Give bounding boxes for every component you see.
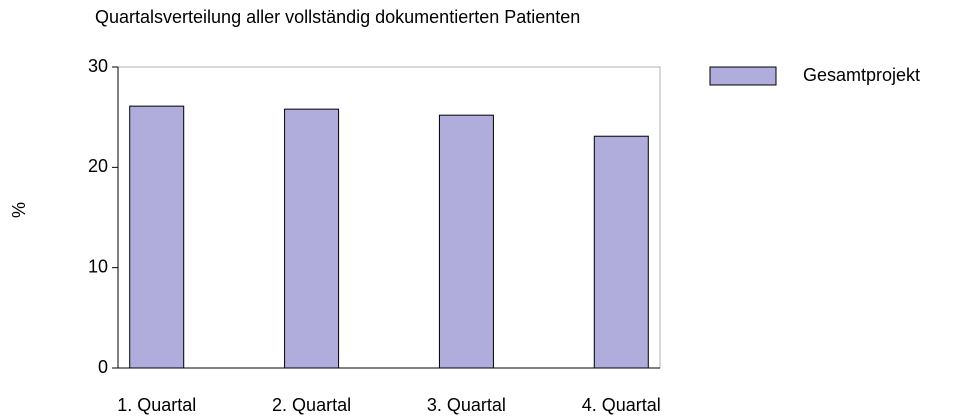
bar <box>593 135 649 369</box>
x-tick-label: 3. Quartal <box>427 395 506 415</box>
x-tick-label: 4. Quartal <box>582 395 661 415</box>
legend-swatch <box>709 66 777 86</box>
x-tick-label: 2. Quartal <box>272 395 351 415</box>
y-tick-label: 10 <box>88 256 108 276</box>
y-axis-label: % <box>9 202 29 218</box>
y-tick-label: 0 <box>98 357 108 377</box>
legend-label: Gesamtprojekt <box>803 65 920 85</box>
chart-title: Quartalsverteilung aller vollständig dok… <box>95 7 580 27</box>
plot-frame <box>117 66 661 369</box>
y-tick-label: 20 <box>88 156 108 176</box>
bar <box>129 105 185 369</box>
x-tick-label: 1. Quartal <box>117 395 196 415</box>
bar <box>284 108 340 369</box>
y-tick-label: 30 <box>88 56 108 76</box>
bar <box>438 114 494 369</box>
